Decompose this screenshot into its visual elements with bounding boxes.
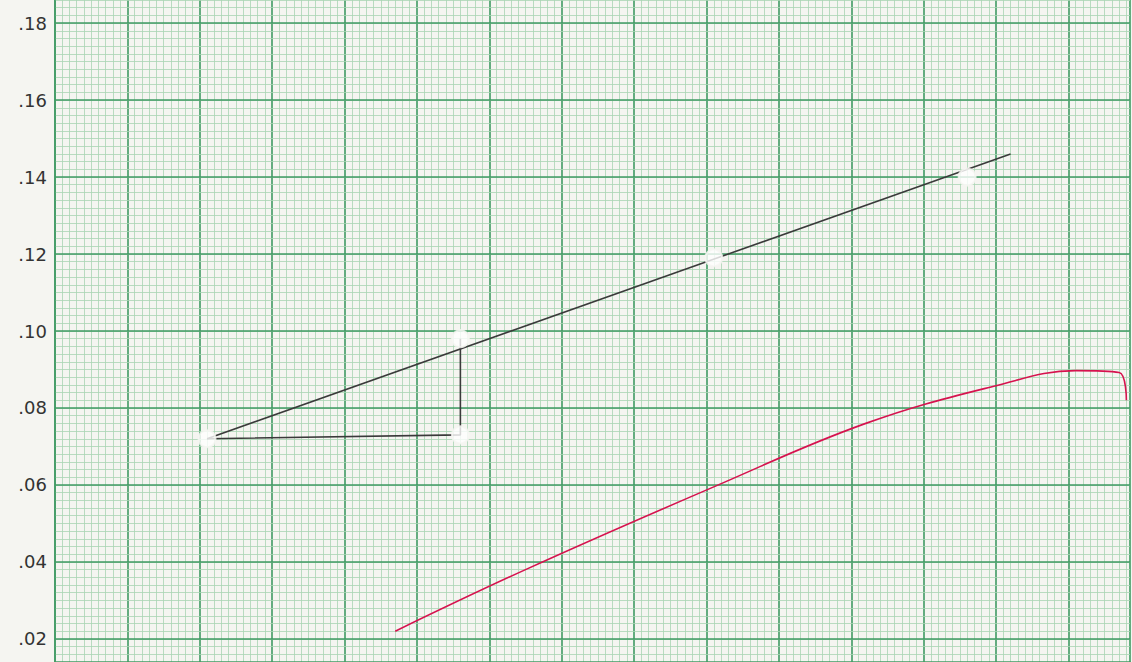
svg-text:.04: .04 [18, 551, 47, 572]
svg-text:.18: .18 [18, 13, 47, 34]
svg-text:.08: .08 [18, 397, 47, 418]
svg-text:.02: .02 [18, 628, 47, 649]
svg-text:.14: .14 [18, 167, 47, 188]
svg-text:.06: .06 [18, 474, 47, 495]
svg-text:.12: .12 [18, 244, 47, 265]
svg-text:.10: .10 [18, 321, 47, 342]
svg-text:.16: .16 [18, 90, 47, 111]
